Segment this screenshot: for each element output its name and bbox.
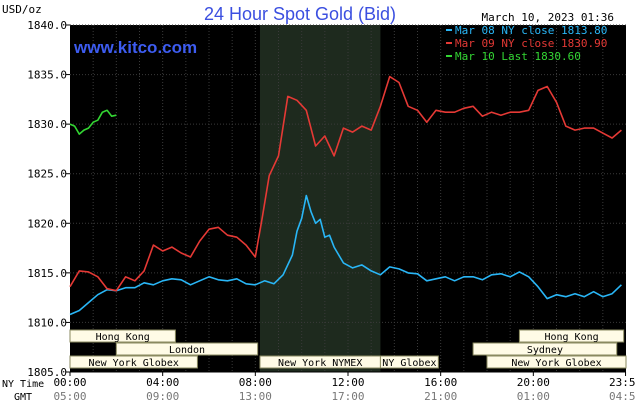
- series-layer: [69, 75, 622, 316]
- x-tick-label-ny: 16:00: [424, 376, 457, 389]
- x-tick-label-ny: 00:00: [53, 376, 86, 389]
- x-tick-label-gmt: 21:00: [424, 390, 457, 403]
- x-tick-label-ny: 20:00: [517, 376, 550, 389]
- x-tick-label-gmt: 13:00: [239, 390, 272, 403]
- market-session-box: [69, 355, 198, 369]
- x-tick-label-gmt: 01:00: [517, 390, 550, 403]
- market-session-box: [69, 329, 176, 343]
- kitco-url: www.kitco.com: [73, 38, 197, 57]
- y-tick-label: 1820.0: [27, 217, 67, 230]
- y-tick-label: 1810.0: [27, 316, 67, 329]
- x-tick-label-gmt: 09:00: [146, 390, 179, 403]
- series-line-2: [69, 75, 622, 292]
- market-sessions: Hong Kong Hong Kong London Sydney New York G…: [69, 329, 627, 369]
- nymex-session-shading: [259, 25, 381, 372]
- series-line-1: [69, 194, 622, 316]
- market-session-label: New York Globex: [511, 358, 601, 369]
- x-tick-label-ny: 12:00: [331, 376, 364, 389]
- y-tick-label: 1835.0: [27, 69, 67, 82]
- x-tick-label-gmt: 17:00: [331, 390, 364, 403]
- y-tick-label: 1805.0: [27, 366, 67, 379]
- grid-lines: [70, 24, 626, 372]
- market-session-label: Hong Kong: [96, 332, 150, 343]
- y-tick-label: 1840.0: [27, 19, 67, 32]
- ny-time-row-label: NY Time: [2, 379, 44, 390]
- legend-entry: Mar 09 NY close 1830.90: [455, 37, 607, 50]
- y-tick-label: 1815.0: [27, 267, 67, 280]
- chart-title: 24 Hour Spot Gold (Bid): [204, 4, 396, 24]
- market-session-box: [518, 329, 625, 343]
- legend-entry: Mar 10 Last 1830.60: [455, 50, 581, 63]
- market-session-box: [472, 342, 618, 356]
- market-session-label: NY Globex: [382, 358, 436, 369]
- series-line-3: [69, 109, 117, 135]
- y-tick-label: 1825.0: [27, 168, 67, 181]
- y-tick-label: 1830.0: [27, 118, 67, 131]
- market-session-box: [379, 355, 439, 369]
- x-tick-label-gmt: 05:00: [53, 390, 86, 403]
- market-session-box: [486, 355, 627, 369]
- y-axis: 1805.0 1810.0 1815.0 1820.0 1825.0 1830.0 1835…: [27, 19, 70, 379]
- legend-entry: Mar 08 NY close 1813.80: [455, 24, 607, 37]
- market-session-label: London: [169, 345, 205, 356]
- market-session-label: New York NYMEX: [278, 358, 362, 369]
- chart-timestamp: March 10, 2023 01:36: [482, 11, 614, 24]
- market-session-label: Sydney: [527, 345, 563, 356]
- x-tick-label-ny: 04:00: [146, 376, 179, 389]
- x-tick-label-ny: 23:59: [609, 376, 636, 389]
- market-session-label: Hong Kong: [544, 332, 598, 343]
- x-tick-label-gmt: 04:59: [609, 390, 636, 403]
- x-tick-label-ny: 08:00: [239, 376, 272, 389]
- gmt-row-label: GMT: [14, 392, 32, 403]
- market-session-label: New York Globex: [89, 358, 179, 369]
- y-axis-unit-label: USD/oz: [2, 3, 42, 16]
- market-session-box: [115, 342, 259, 356]
